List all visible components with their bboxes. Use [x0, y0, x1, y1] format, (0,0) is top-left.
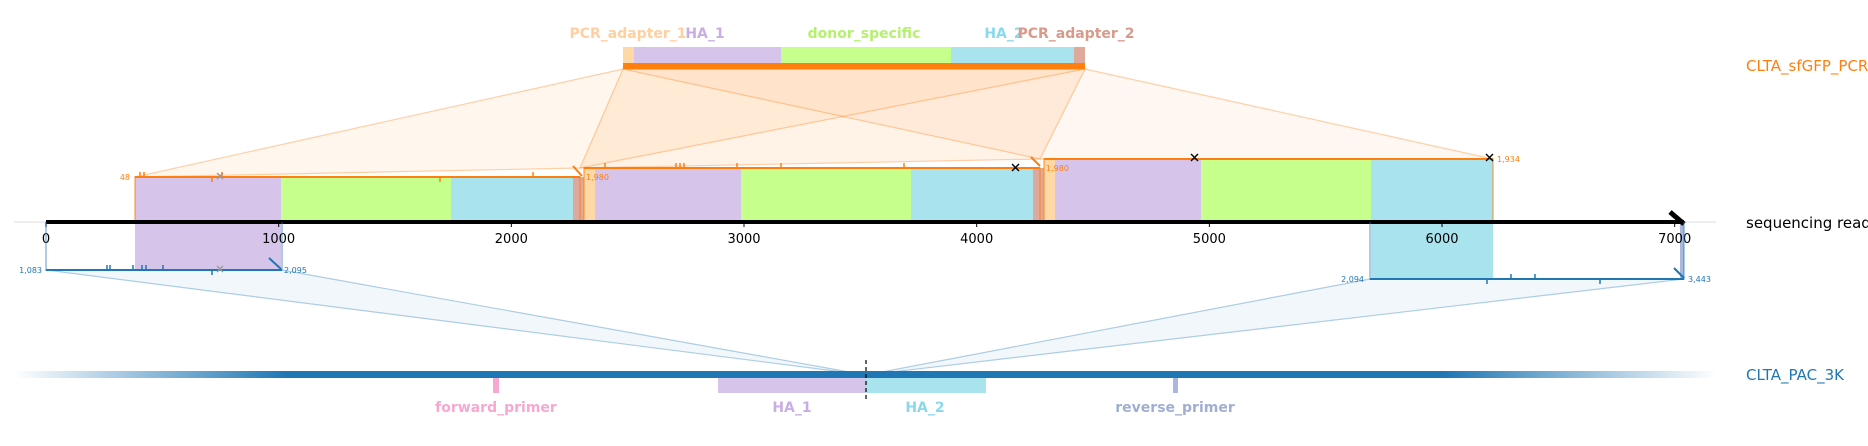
read-block-pcr-adapter-1: [1044, 159, 1055, 222]
pcr-alignment-end-hook: [1030, 156, 1041, 167]
read-block-ha-1: [595, 168, 741, 222]
read-block-ha-1: [135, 177, 281, 222]
feature-label-forward-primer: forward_primer: [435, 400, 557, 416]
feature-pcr-adapter-1: [623, 47, 634, 63]
read-block-ha-1-lower: [135, 222, 281, 270]
pcr-mismatch-x: [1485, 153, 1494, 162]
pac-alignment-lines: [45, 222, 1685, 284]
pcr-alignment-start-label: 48: [120, 173, 130, 182]
pcr-reference-name: CLTA_sfGFP_PCR: [1746, 57, 1868, 76]
pac-alignment-end-label: 2,095: [284, 266, 307, 275]
feature-label-donor-specific: donor_specific: [808, 26, 921, 42]
pcr-reference: PCR_adapter_1 HA_1 donor_specific HA_2 P…: [569, 26, 1868, 76]
pac-alignment-end-hook: [268, 257, 282, 270]
pac-reference: forward_primer HA_1 HA_2 reverse_primer …: [14, 360, 1845, 416]
pcr-coordinate-labels: 48 1,980 1,980 1,934: [120, 155, 1520, 182]
pcr-mismatch-ticks: [139, 163, 905, 182]
read-name: sequencing read: [1746, 214, 1868, 232]
read-tick-label: 1000: [262, 232, 295, 247]
feature-label-ha-1-top: HA_1: [685, 26, 724, 42]
pcr-mismatch-x: [1011, 163, 1020, 172]
read-block-donor-specific: [281, 177, 451, 222]
read-feature-blocks-upper: [135, 159, 1493, 222]
read-feature-blocks-lower: [135, 222, 1684, 279]
read-tick-label: 7000: [1658, 232, 1691, 247]
pcr-alignment-end-label: 1,980: [586, 173, 609, 182]
read-block-pcr-adapter-2: [1033, 168, 1044, 222]
pac-alignment-fan: [865, 278, 1685, 376]
feature-label-ha-1-bottom: HA_1: [772, 400, 811, 416]
pcr-alignment-end-label: 1,980: [1046, 164, 1069, 173]
feature-label-ha-2-bottom: HA_2: [905, 400, 944, 416]
pac-alignment-end-hook: [1673, 267, 1685, 279]
pac-coordinate-labels: 1,083 2,095 2,094 3,443: [19, 266, 1711, 284]
pac-alignment-fans: [45, 269, 1685, 376]
pcr-alignment-fan: [134, 68, 1086, 178]
pac-alignment-end-label: 3,443: [1688, 275, 1711, 284]
feature-pcr-adapter-2: [1074, 47, 1085, 63]
read-tick-label: 5000: [1193, 232, 1226, 247]
read-tick-label: 3000: [727, 232, 760, 247]
feature-label-reverse-primer: reverse_primer: [1115, 400, 1235, 416]
pac-alignment-start-label: 1,083: [19, 266, 42, 275]
pcr-alignment-fans: [134, 68, 1494, 178]
pac-mismatch-x: [216, 265, 224, 273]
read-end-arrow: [1668, 210, 1686, 226]
pcr-alignment-end-label: 1,934: [1497, 155, 1520, 164]
read-block-ha-1: [1055, 159, 1201, 222]
pcr-alignment-fan: [579, 68, 1086, 169]
pcr-mismatch-x: [1190, 153, 1199, 162]
read-block-ha-2: [1371, 159, 1493, 222]
pac-alignment-fan: [45, 269, 867, 376]
pcr-mismatch-x: [216, 172, 224, 180]
read-tick-label: 4000: [960, 232, 993, 247]
feature-donor-specific: [781, 47, 951, 63]
read-block-ha-2: [911, 168, 1033, 222]
read-block-pcr-adapter-2: [573, 177, 584, 222]
feature-forward-primer: [493, 378, 499, 393]
pcr-alignment-lines: [134, 153, 1494, 222]
sequencing-read: 0 1000 2000 3000 4000 5000 6000 7000 sequencing…: [14, 210, 1868, 247]
read-tick-labels: 0 1000 2000 3000 4000 5000 6000 7000: [42, 222, 1691, 247]
feature-reverse-primer: [1173, 378, 1178, 393]
pcr-alignment-end-hook: [572, 165, 583, 177]
feature-ha-2-top: [951, 47, 1074, 63]
pac-mismatch-ticks: [106, 265, 1601, 284]
read-block-ha-2: [451, 177, 573, 222]
read-tick-label: 6000: [1425, 232, 1458, 247]
pac-reference-name: CLTA_PAC_3K: [1746, 366, 1845, 385]
read-tick-label: 2000: [495, 232, 528, 247]
feature-ha-1-top: [634, 47, 781, 63]
pcr-reference-bar: [623, 63, 1085, 69]
feature-ha-1-bottom: [718, 378, 866, 393]
read-block-donor-specific: [741, 168, 911, 222]
read-block-donor-specific: [1201, 159, 1371, 222]
read-block-reverse-primer-lower: [1680, 222, 1684, 279]
feature-label-pcr-adapter-1: PCR_adapter_1: [569, 26, 686, 42]
pac-alignment-start-label: 2,094: [1341, 275, 1364, 284]
feature-ha-2-bottom: [866, 378, 986, 393]
read-block-ha-2-lower: [1371, 222, 1493, 279]
read-block-pcr-adapter-1: [584, 168, 595, 222]
feature-label-ha-2-top: HA_2: [984, 26, 1023, 42]
feature-label-pcr-adapter-2: PCR_adapter_2: [1017, 26, 1134, 42]
pac-reference-bar: [14, 371, 1716, 378]
